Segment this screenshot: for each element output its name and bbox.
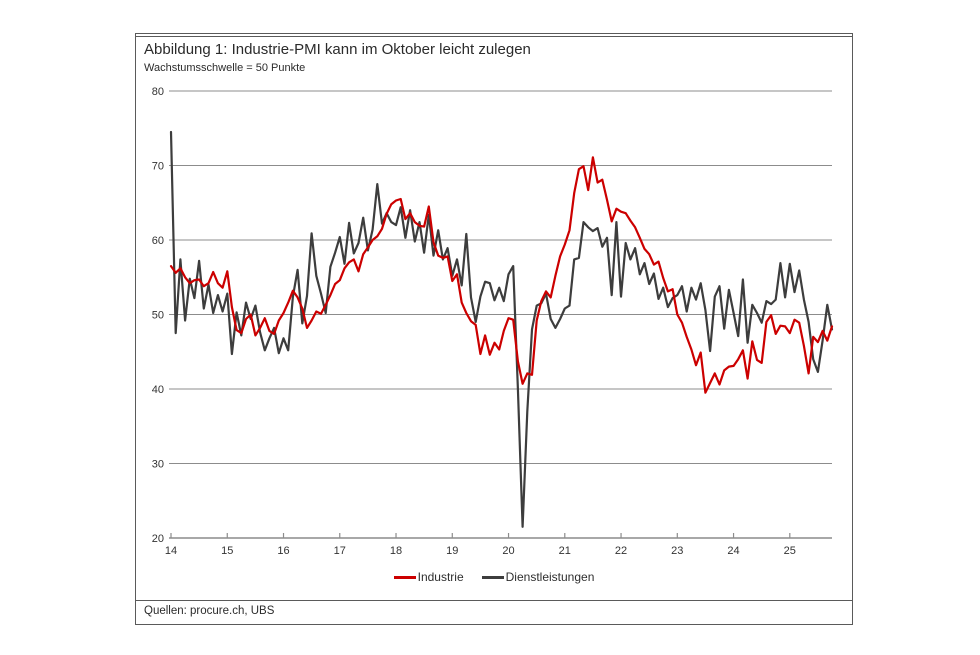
legend-swatch-industrie [393, 575, 416, 579]
x-tick-label: 15 [221, 545, 233, 557]
legend-label: Industrie [417, 570, 464, 584]
legend-label: Dienstleistungen [505, 570, 595, 584]
series-line-industrie [169, 156, 834, 394]
x-tick-label: 21 [559, 545, 571, 557]
y-tick-label: 70 [152, 161, 164, 173]
x-tick-label: 23 [671, 545, 683, 557]
y-tick-label: 60 [152, 235, 164, 247]
legend-item-dienstleistungen: Dienstleistungen [481, 570, 595, 584]
x-tick-label: 25 [784, 545, 796, 557]
x-tick-label: 14 [165, 545, 177, 557]
y-tick-label: 20 [152, 533, 164, 545]
y-tick-label: 40 [152, 384, 164, 396]
y-tick-label: 80 [152, 86, 164, 98]
legend-item-industrie: Industrie [393, 570, 464, 584]
chart-legend: Industrie Dienstleistungen [136, 570, 852, 584]
y-tick-label: 30 [152, 459, 164, 471]
figure-top-rule [136, 36, 852, 37]
figure-box: 20 30 40 50 60 70 80 14 15 16 17 18 19 20 21 22 23 24 25 A… [135, 33, 853, 625]
x-tick-label: 22 [615, 545, 627, 557]
figure-title: Abbildung 1: Industrie-PMI kann im Oktob… [144, 41, 531, 58]
legend-swatch-dienstleistungen [481, 575, 504, 579]
x-tick-label: 20 [502, 545, 514, 557]
x-tick-label: 19 [446, 545, 458, 557]
x-tick-label: 16 [277, 545, 289, 557]
x-tick-label: 24 [727, 545, 739, 557]
series-line-dienstleistungen [169, 130, 834, 528]
source-note: Quellen: procure.ch, UBS [136, 600, 852, 624]
figure-subtitle: Wachstumsschwelle = 50 Punkte [144, 62, 306, 74]
x-tick-label: 17 [334, 545, 346, 557]
pmi-line-chart: 20 30 40 50 60 70 80 14 15 16 17 18 19 20 21 22 23 24 25 [152, 86, 834, 557]
y-tick-label: 50 [152, 310, 164, 322]
x-tick-label: 18 [390, 545, 402, 557]
